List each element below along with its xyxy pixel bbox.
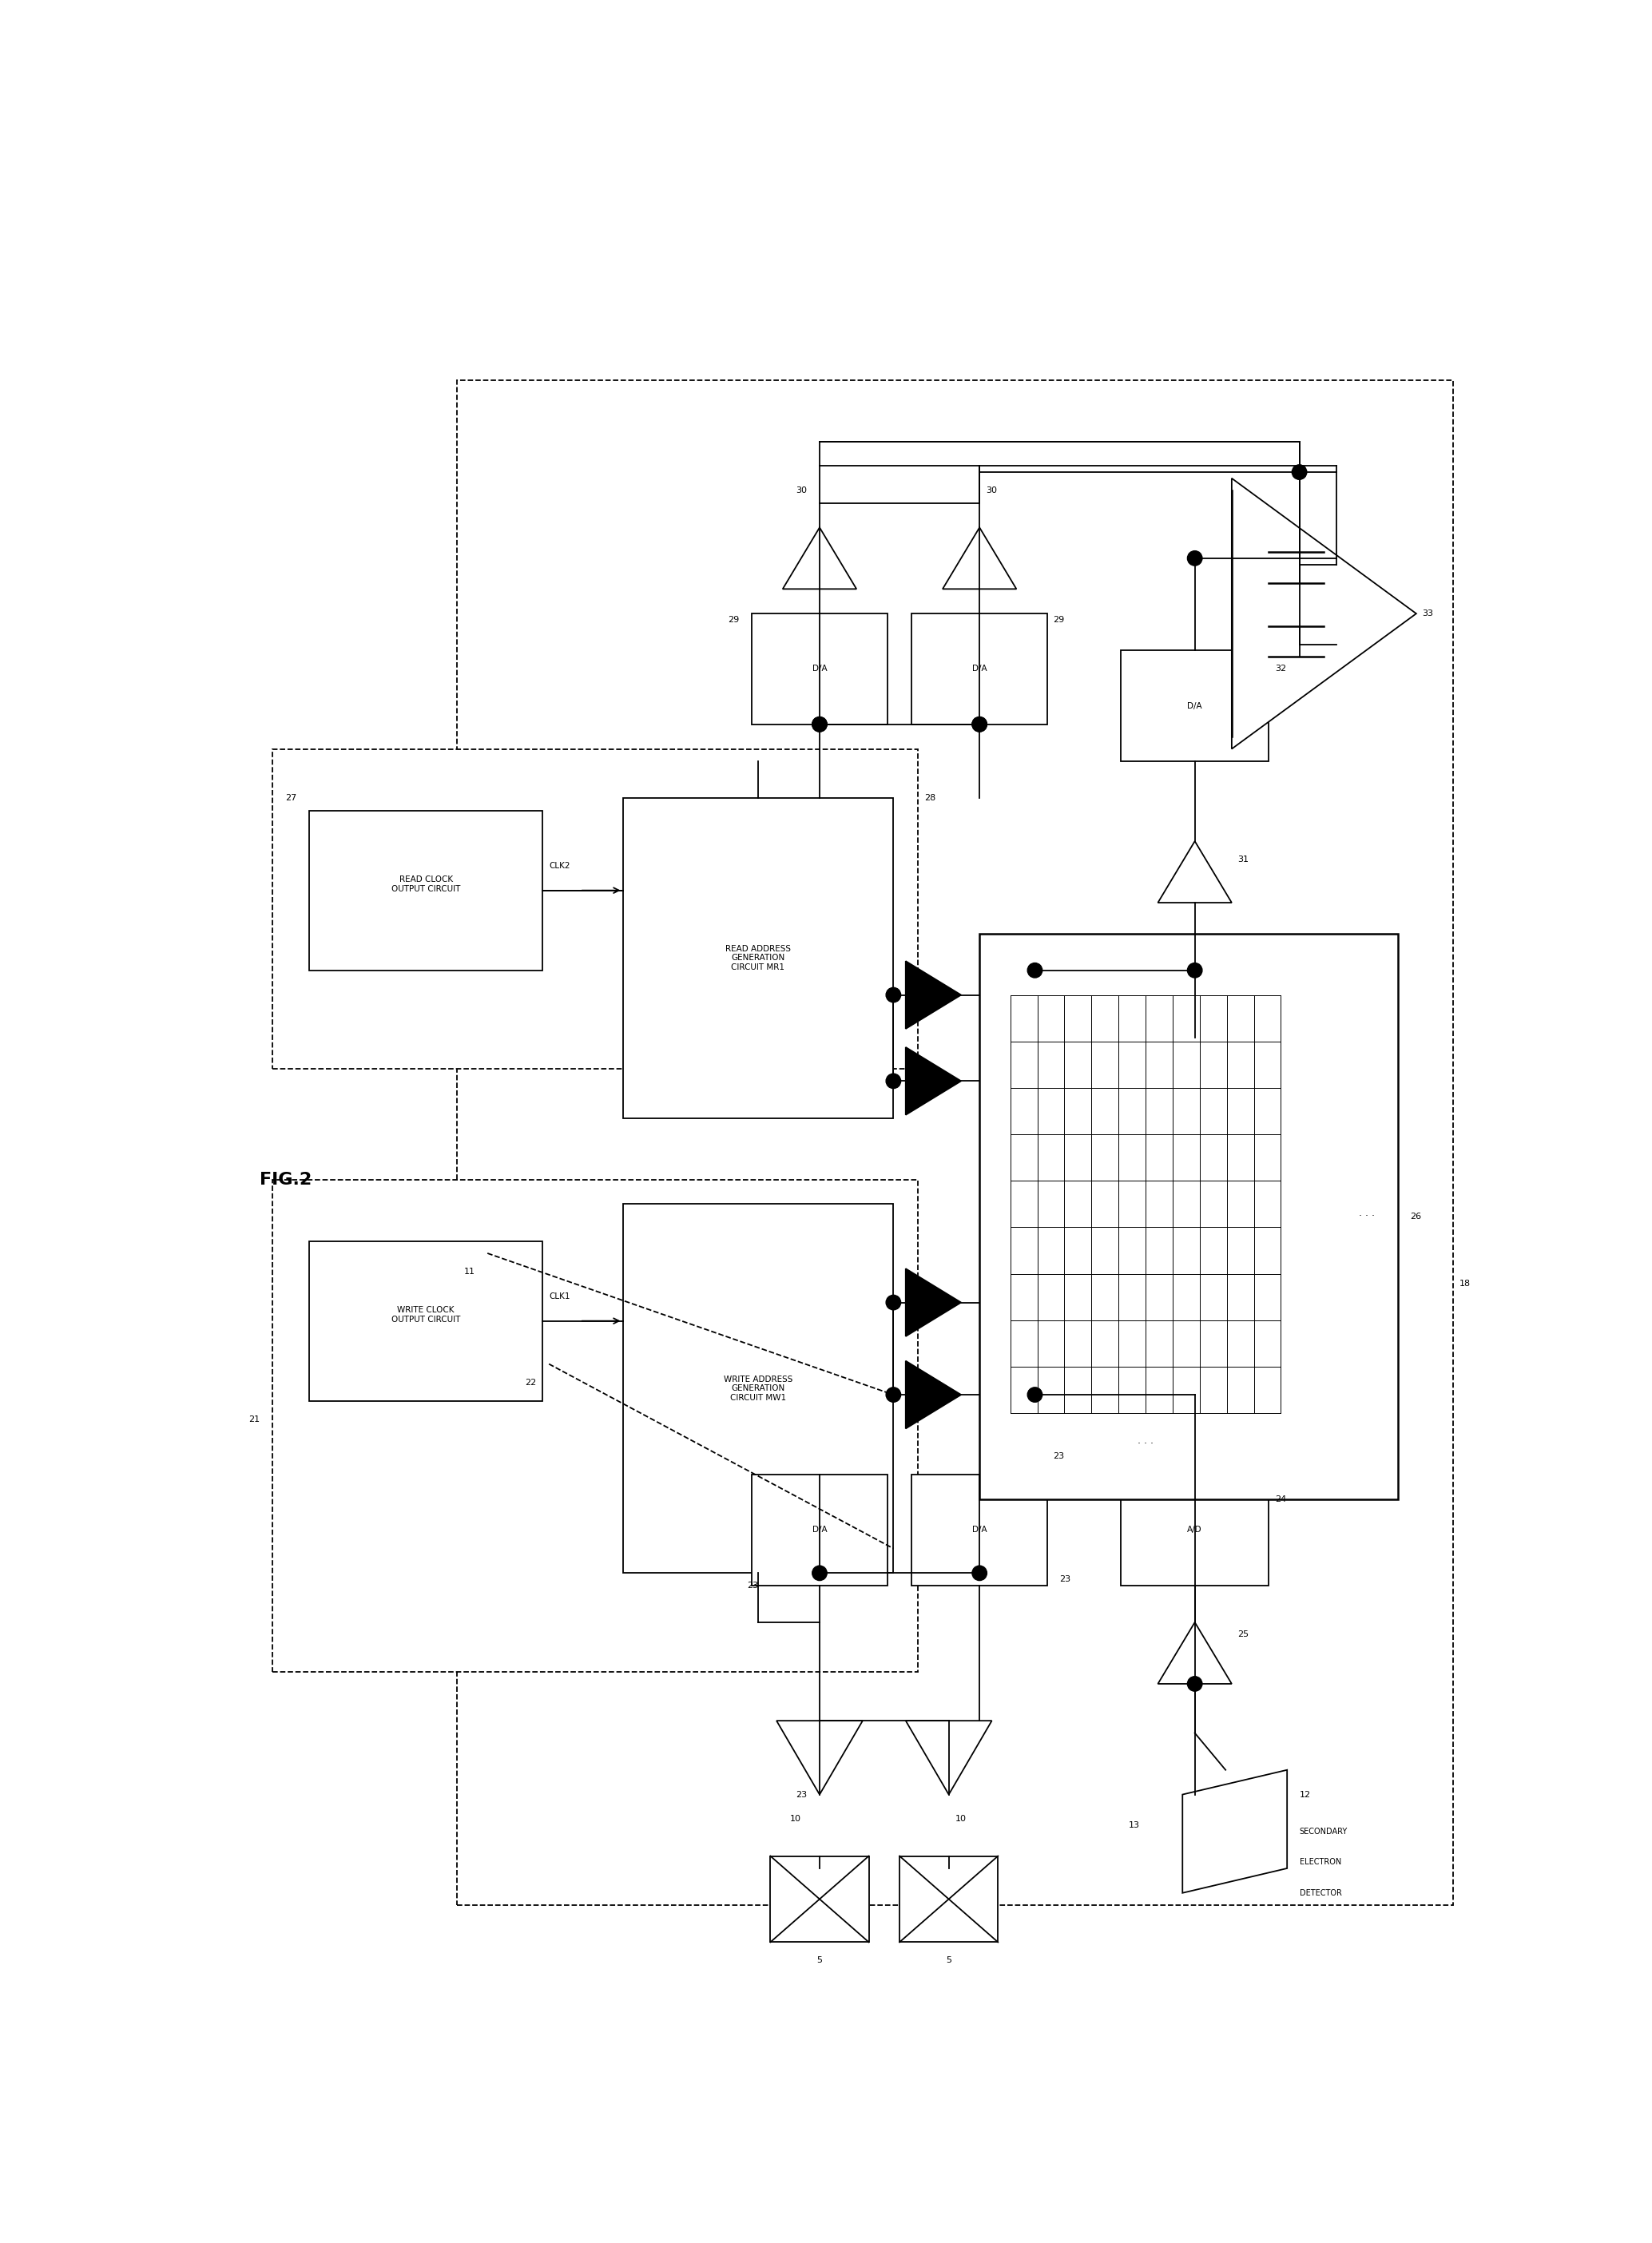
Text: CLK2: CLK2 [548,861,570,870]
Text: 25: 25 [1237,1631,1249,1640]
Circle shape [885,1294,900,1310]
Bar [309,1240,544,1402]
Text: D/A: D/A [813,664,828,673]
Text: 10: 10 [790,1815,801,1824]
Bar [912,1474,1047,1586]
Circle shape [971,718,986,731]
Bar [980,933,1398,1498]
Circle shape [885,1074,900,1088]
Circle shape [1188,962,1203,978]
Bar [752,1474,887,1586]
Text: 31: 31 [1237,855,1249,864]
Bar [752,615,887,724]
Text: DETECTOR: DETECTOR [1300,1889,1341,1898]
Circle shape [971,718,986,731]
Bar [900,1855,998,1942]
Polygon shape [1232,478,1416,749]
Text: READ CLOCK
OUTPUT CIRCUIT: READ CLOCK OUTPUT CIRCUIT [392,875,461,893]
Text: 30: 30 [986,487,996,493]
Circle shape [1188,552,1203,565]
Text: 23: 23 [796,1790,808,1799]
Circle shape [885,987,900,1003]
Circle shape [813,718,828,731]
Text: D/A: D/A [1188,702,1203,709]
Text: 32: 32 [1275,664,1285,673]
Text: 10: 10 [955,1815,966,1824]
Bar [1122,650,1269,760]
Bar [456,379,1454,1904]
Circle shape [885,1388,900,1402]
Text: D/A: D/A [813,1525,828,1534]
Text: 21: 21 [248,1415,259,1424]
Circle shape [1188,1676,1203,1691]
Text: D/A: D/A [971,1525,986,1534]
Bar [273,749,919,1068]
Polygon shape [776,1720,862,1794]
Text: 5: 5 [947,1956,952,1965]
Polygon shape [1183,1770,1287,1893]
Text: 29: 29 [1054,617,1064,624]
Circle shape [1292,464,1307,480]
Polygon shape [943,527,1016,590]
Circle shape [1028,1388,1042,1402]
Text: CLK1: CLK1 [548,1292,570,1301]
Text: WRITE ADDRESS
GENERATION
CIRCUIT MW1: WRITE ADDRESS GENERATION CIRCUIT MW1 [724,1375,793,1402]
Bar [273,1180,919,1671]
Text: 23: 23 [1054,1451,1064,1460]
Text: · · ·: · · · [1360,1211,1374,1222]
Circle shape [813,1566,828,1581]
Bar [623,799,894,1117]
Polygon shape [905,1362,961,1429]
Text: SECONDARY: SECONDARY [1300,1828,1348,1835]
Text: 12: 12 [1300,1790,1310,1799]
Text: D/A: D/A [971,664,986,673]
Text: 24: 24 [1275,1496,1287,1503]
Text: 5: 5 [816,1956,823,1965]
Text: · · ·: · · · [1138,1438,1153,1449]
Polygon shape [905,960,961,1030]
Text: 26: 26 [1411,1213,1421,1220]
Text: FIG.2: FIG.2 [259,1171,312,1187]
Circle shape [971,1566,986,1581]
Text: 29: 29 [729,617,740,624]
Bar [770,1855,869,1942]
Bar [309,810,544,971]
Polygon shape [905,1270,961,1337]
Bar [912,615,1047,724]
Polygon shape [905,1047,961,1115]
Text: 30: 30 [796,487,808,493]
Text: 23: 23 [747,1581,758,1590]
Text: 33: 33 [1422,610,1434,617]
Text: ELECTRON: ELECTRON [1300,1857,1341,1866]
Text: 23: 23 [1059,1575,1070,1584]
Text: 28: 28 [923,794,935,803]
Text: 22: 22 [525,1379,537,1386]
Bar [623,1204,894,1572]
Text: WRITE CLOCK
OUTPUT CIRCUIT: WRITE CLOCK OUTPUT CIRCUIT [392,1305,461,1323]
Polygon shape [783,527,856,590]
Circle shape [1028,962,1042,978]
Text: 11: 11 [464,1267,476,1276]
Polygon shape [1158,841,1232,902]
Circle shape [813,718,828,731]
Polygon shape [905,1720,991,1794]
Text: A/D: A/D [1188,1525,1203,1534]
Text: 18: 18 [1459,1281,1470,1287]
Polygon shape [1158,1622,1232,1684]
Text: 27: 27 [286,794,297,803]
Text: 13: 13 [1128,1821,1140,1830]
Text: READ ADDRESS
GENERATION
CIRCUIT MR1: READ ADDRESS GENERATION CIRCUIT MR1 [725,944,791,971]
Bar [1122,1474,1269,1586]
